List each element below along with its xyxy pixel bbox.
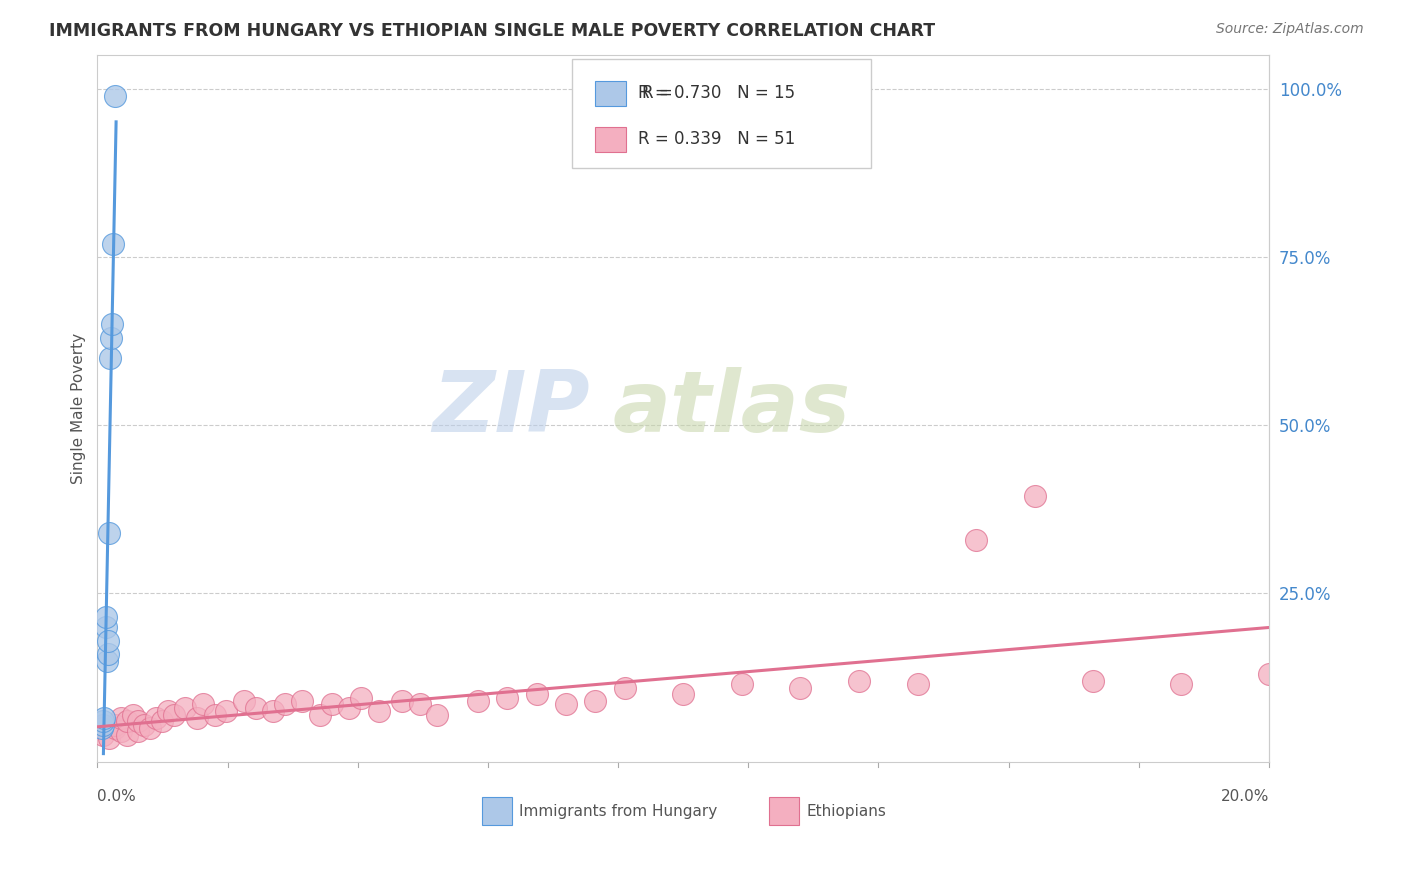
Point	[174, 701, 197, 715]
Point	[110, 711, 132, 725]
Point	[91, 717, 114, 731]
Point	[1024, 489, 1046, 503]
Point	[134, 717, 156, 731]
Text: Source: ZipAtlas.com: Source: ZipAtlas.com	[1216, 22, 1364, 37]
Point	[408, 698, 430, 712]
Point	[291, 694, 314, 708]
Point	[204, 707, 226, 722]
Point	[907, 677, 929, 691]
Point	[98, 731, 121, 745]
Point	[215, 704, 238, 718]
Point	[367, 704, 389, 718]
FancyBboxPatch shape	[769, 797, 799, 825]
Text: R =: R =	[643, 85, 678, 103]
Point	[1258, 667, 1281, 681]
Point	[110, 724, 132, 739]
Point	[94, 620, 117, 634]
FancyBboxPatch shape	[482, 797, 512, 825]
Point	[101, 318, 124, 332]
Point	[98, 351, 121, 365]
FancyBboxPatch shape	[572, 59, 870, 169]
Point	[93, 711, 115, 725]
Point	[391, 694, 413, 708]
Point	[97, 633, 120, 648]
Point	[156, 704, 179, 718]
Point	[150, 714, 173, 729]
Text: Ethiopians: Ethiopians	[806, 804, 886, 819]
Point	[245, 701, 267, 715]
Point	[965, 533, 987, 547]
Point	[321, 698, 343, 712]
Point	[274, 698, 297, 712]
Point	[97, 647, 120, 661]
Point	[139, 721, 162, 735]
Point	[91, 728, 114, 742]
Point	[127, 724, 149, 739]
FancyBboxPatch shape	[595, 127, 626, 152]
Point	[191, 698, 214, 712]
Text: R = 0.730   N = 15: R = 0.730 N = 15	[637, 85, 794, 103]
Point	[98, 525, 121, 540]
Point	[350, 690, 373, 705]
Point	[1170, 677, 1192, 691]
Point	[94, 610, 117, 624]
Text: 20.0%: 20.0%	[1220, 789, 1270, 804]
Point	[232, 694, 254, 708]
Point	[115, 728, 138, 742]
Point	[426, 707, 449, 722]
Point	[127, 714, 149, 729]
Point	[162, 707, 184, 722]
Y-axis label: Single Male Poverty: Single Male Poverty	[72, 333, 86, 484]
Point	[731, 677, 754, 691]
Point	[121, 707, 143, 722]
FancyBboxPatch shape	[595, 81, 626, 106]
Point	[555, 698, 578, 712]
Text: R = 0.339   N = 51: R = 0.339 N = 51	[637, 130, 794, 148]
Point	[526, 687, 548, 701]
Point	[583, 694, 606, 708]
Point	[100, 331, 122, 345]
Point	[496, 690, 519, 705]
Text: ZIP: ZIP	[432, 367, 589, 450]
Point	[104, 717, 127, 731]
Point	[91, 721, 114, 735]
Text: atlas: atlas	[613, 367, 851, 450]
Point	[104, 721, 127, 735]
Point	[186, 711, 208, 725]
Text: Immigrants from Hungary: Immigrants from Hungary	[519, 804, 717, 819]
Point	[262, 704, 284, 718]
Point	[467, 694, 489, 708]
Point	[789, 681, 811, 695]
Point	[1083, 673, 1105, 688]
Point	[672, 687, 695, 701]
Text: 0.0%: 0.0%	[97, 789, 136, 804]
Point	[115, 714, 138, 729]
Point	[96, 654, 118, 668]
Point	[91, 714, 114, 729]
Point	[145, 711, 167, 725]
Point	[101, 236, 124, 251]
Point	[613, 681, 636, 695]
Text: IMMIGRANTS FROM HUNGARY VS ETHIOPIAN SINGLE MALE POVERTY CORRELATION CHART: IMMIGRANTS FROM HUNGARY VS ETHIOPIAN SIN…	[49, 22, 935, 40]
Point	[337, 701, 360, 715]
Point	[848, 673, 870, 688]
Point	[309, 707, 332, 722]
Point	[104, 88, 127, 103]
